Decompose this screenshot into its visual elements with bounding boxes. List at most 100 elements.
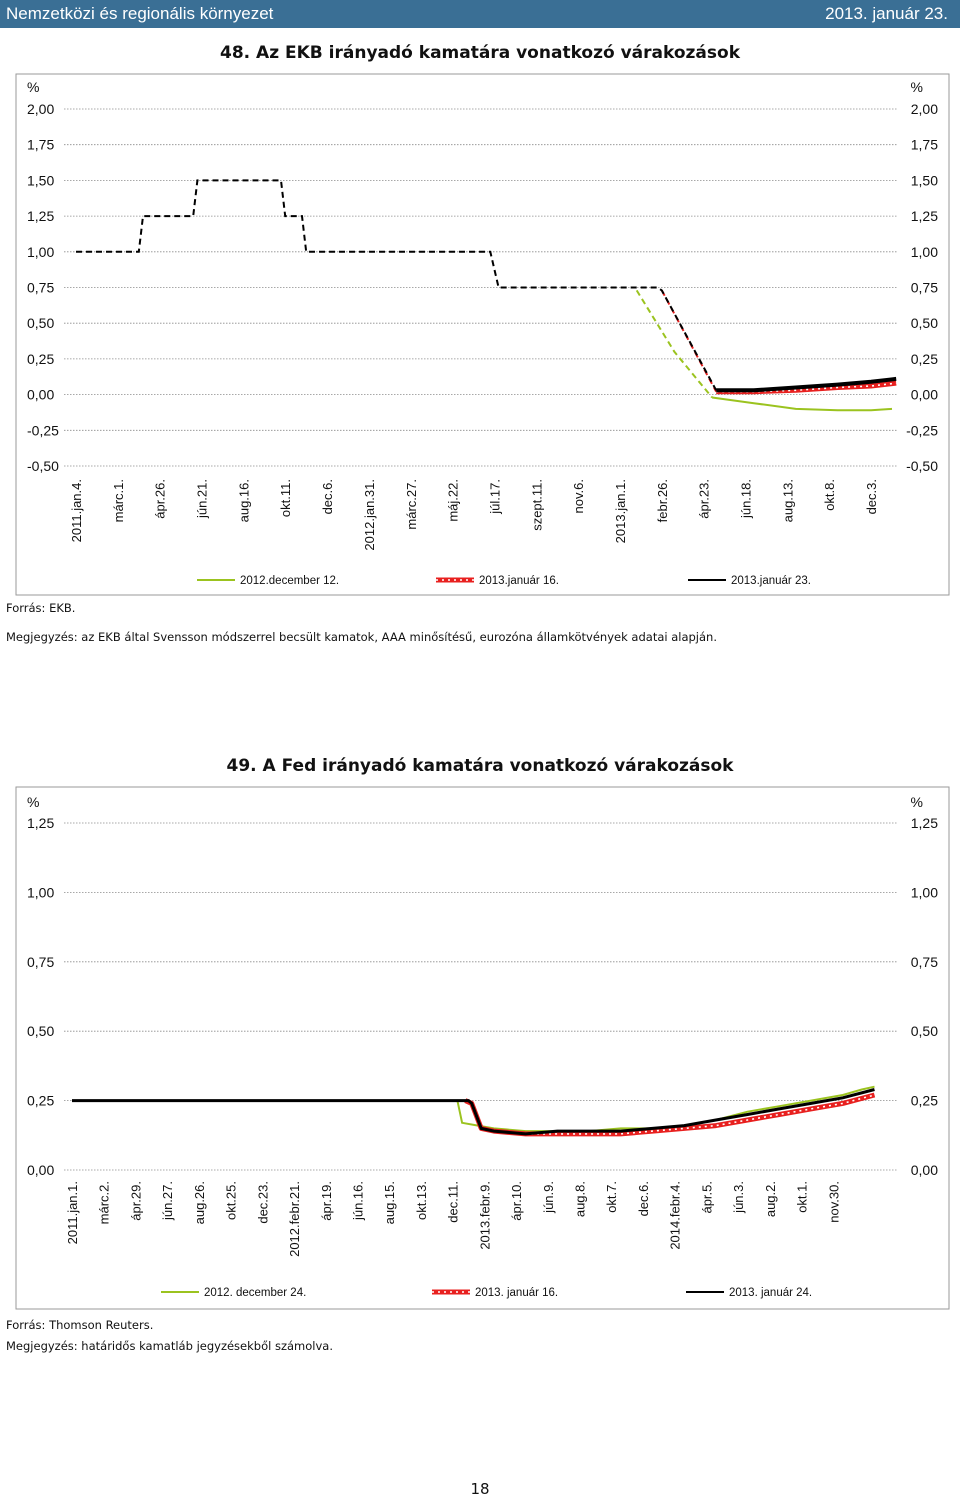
y-tick-label-right: 2,00 xyxy=(911,101,938,117)
series-line xyxy=(76,179,718,391)
series-line xyxy=(660,289,718,393)
x-tick-label: aug.2. xyxy=(763,1181,778,1217)
y-tick-label-left: 1,75 xyxy=(27,137,54,153)
x-tick-label: máj.22. xyxy=(446,479,461,522)
x-tick-label: jún.18. xyxy=(739,479,754,519)
chart49-title: 49. A Fed irányadó kamatára vonatkozó vá… xyxy=(226,756,734,776)
x-tick-label: okt.1. xyxy=(795,1181,810,1213)
y-tick-label-right: 0,75 xyxy=(911,280,938,296)
y-tick-label-left: 1,25 xyxy=(27,815,54,831)
y-unit-left: % xyxy=(27,79,39,95)
x-tick-label: ápr.19. xyxy=(319,1181,334,1221)
x-tick-label: ápr.26. xyxy=(153,479,168,519)
y-tick-label-right: 1,25 xyxy=(911,815,938,831)
y-tick-label-right: 0,50 xyxy=(911,315,938,331)
series-line xyxy=(635,289,713,399)
y-tick-label-right: 0,00 xyxy=(911,387,938,403)
legend-label: 2012.december 12. xyxy=(240,575,339,587)
y-tick-label-right: 0,50 xyxy=(911,1023,938,1039)
x-tick-label: nov.30. xyxy=(826,1181,841,1223)
y-tick-label-left: 1,00 xyxy=(27,244,54,260)
series-line xyxy=(72,1088,875,1136)
x-tick-label: 2012.febr.21. xyxy=(287,1181,302,1257)
y-tick-label-left: 0,50 xyxy=(27,1023,54,1039)
chart49-source: Forrás: Thomson Reuters. xyxy=(6,1318,154,1332)
y-tick-label-left: 1,00 xyxy=(27,884,54,900)
y-tick-label-left: -0,50 xyxy=(27,458,59,474)
x-tick-label: 2013.jan.1. xyxy=(613,479,628,543)
legend-label: 2013. január 24. xyxy=(729,1287,812,1299)
x-tick-label: ápr.5. xyxy=(699,1181,714,1214)
series-line-dots xyxy=(464,1094,875,1135)
y-tick-label-left: 0,75 xyxy=(27,954,54,970)
y-tick-label-right: 0,25 xyxy=(911,351,938,367)
y-tick-label-right: 1,00 xyxy=(911,244,938,260)
x-tick-label: febr.26. xyxy=(655,479,670,522)
chart49-note: Megjegyzés: határidős kamatláb jegyzések… xyxy=(6,1339,333,1353)
chart-frame xyxy=(15,73,950,596)
x-tick-label: jún.27. xyxy=(160,1181,175,1221)
legend-label: 2012. december 24. xyxy=(204,1287,306,1299)
x-tick-label: dec.11. xyxy=(446,1181,461,1223)
page-number: 18 xyxy=(470,1480,490,1498)
legend-label: 2013. január 16. xyxy=(475,1287,558,1299)
x-tick-label: 2011.jan.1. xyxy=(65,1181,80,1244)
x-tick-label: dec.6. xyxy=(636,1181,651,1216)
x-tick-label: ápr.29. xyxy=(128,1181,143,1221)
y-tick-label-left: 1,25 xyxy=(27,208,54,224)
x-tick-label: 2014.febr.4. xyxy=(668,1181,683,1250)
chart48-source: Forrás: EKB. xyxy=(6,601,76,615)
y-tick-label-left: 2,00 xyxy=(27,101,54,117)
section-title: Nemzetközi és regionális környezet xyxy=(6,4,274,23)
x-tick-label: márc.1. xyxy=(111,479,126,522)
y-tick-label-right: 0,75 xyxy=(911,954,938,970)
x-tick-label: jún.21. xyxy=(195,479,210,519)
series-line xyxy=(711,396,893,412)
y-unit-left: % xyxy=(27,794,39,810)
x-tick-label: aug.15. xyxy=(382,1181,397,1224)
x-tick-label: dec.6. xyxy=(320,479,335,514)
x-tick-label: márc.2. xyxy=(97,1181,112,1224)
x-tick-label: okt.13. xyxy=(414,1181,429,1220)
y-unit-right: % xyxy=(911,794,923,810)
series-line xyxy=(716,376,897,393)
x-tick-label: jún.9. xyxy=(541,1181,556,1214)
x-tick-label: júl.17. xyxy=(487,479,502,515)
y-tick-label-left: 0,00 xyxy=(27,1162,54,1178)
x-tick-label: jún.3. xyxy=(731,1181,746,1214)
y-tick-label-right: 1,50 xyxy=(911,172,938,188)
page-header: Nemzetközi és regionális környezet 2013.… xyxy=(0,0,960,28)
y-tick-label-left: -0,25 xyxy=(27,422,59,438)
y-tick-label-right: 0,25 xyxy=(911,1093,938,1109)
ekb-chart: % % 2,00 2,00 1,75 1,75 1,50 1,50 1,25 1,25 1,00 1,… xyxy=(15,73,950,596)
y-tick-label-left: 1,50 xyxy=(27,172,54,188)
x-tick-label: aug.26. xyxy=(192,1181,207,1224)
y-unit-right: % xyxy=(911,79,923,95)
y-tick-label-right: 1,75 xyxy=(911,137,938,153)
y-tick-label-left: 0,00 xyxy=(27,387,54,403)
y-tick-label-left: 0,75 xyxy=(27,280,54,296)
y-tick-label-right: -0,50 xyxy=(906,458,938,474)
y-tick-label-left: 0,50 xyxy=(27,315,54,331)
x-tick-label: szept.11. xyxy=(529,479,544,531)
x-tick-label: márc.27. xyxy=(404,479,419,530)
legend-label: 2013.január 16. xyxy=(479,575,559,587)
chart48-note: Megjegyzés: az EKB által Svensson módsze… xyxy=(6,630,717,644)
x-tick-label: dec.3. xyxy=(864,479,879,514)
x-tick-label: okt.8. xyxy=(822,479,837,511)
y-tick-label-right: 0,00 xyxy=(911,1162,938,1178)
y-tick-label-right: 1,00 xyxy=(911,884,938,900)
x-tick-label: okt.25. xyxy=(224,1181,239,1220)
chart-frame xyxy=(15,786,950,1310)
header-date: 2013. január 23. xyxy=(825,4,948,23)
x-tick-label: aug.8. xyxy=(573,1181,588,1217)
x-tick-label: nov.6. xyxy=(571,479,586,513)
x-tick-label: ápr.23. xyxy=(697,479,712,519)
fed-chart: % % 1,25 1,25 1,00 1,00 0,75 0,75 0,50 0,50 0,25 0,… xyxy=(15,786,950,1310)
x-tick-label: ápr.10. xyxy=(509,1181,524,1221)
y-tick-label-right: 1,25 xyxy=(911,208,938,224)
x-tick-label: okt.7. xyxy=(604,1181,619,1213)
y-tick-label-right: -0,25 xyxy=(906,422,938,438)
x-tick-label: dec.23. xyxy=(255,1181,270,1224)
x-tick-label: aug.13. xyxy=(780,479,795,522)
